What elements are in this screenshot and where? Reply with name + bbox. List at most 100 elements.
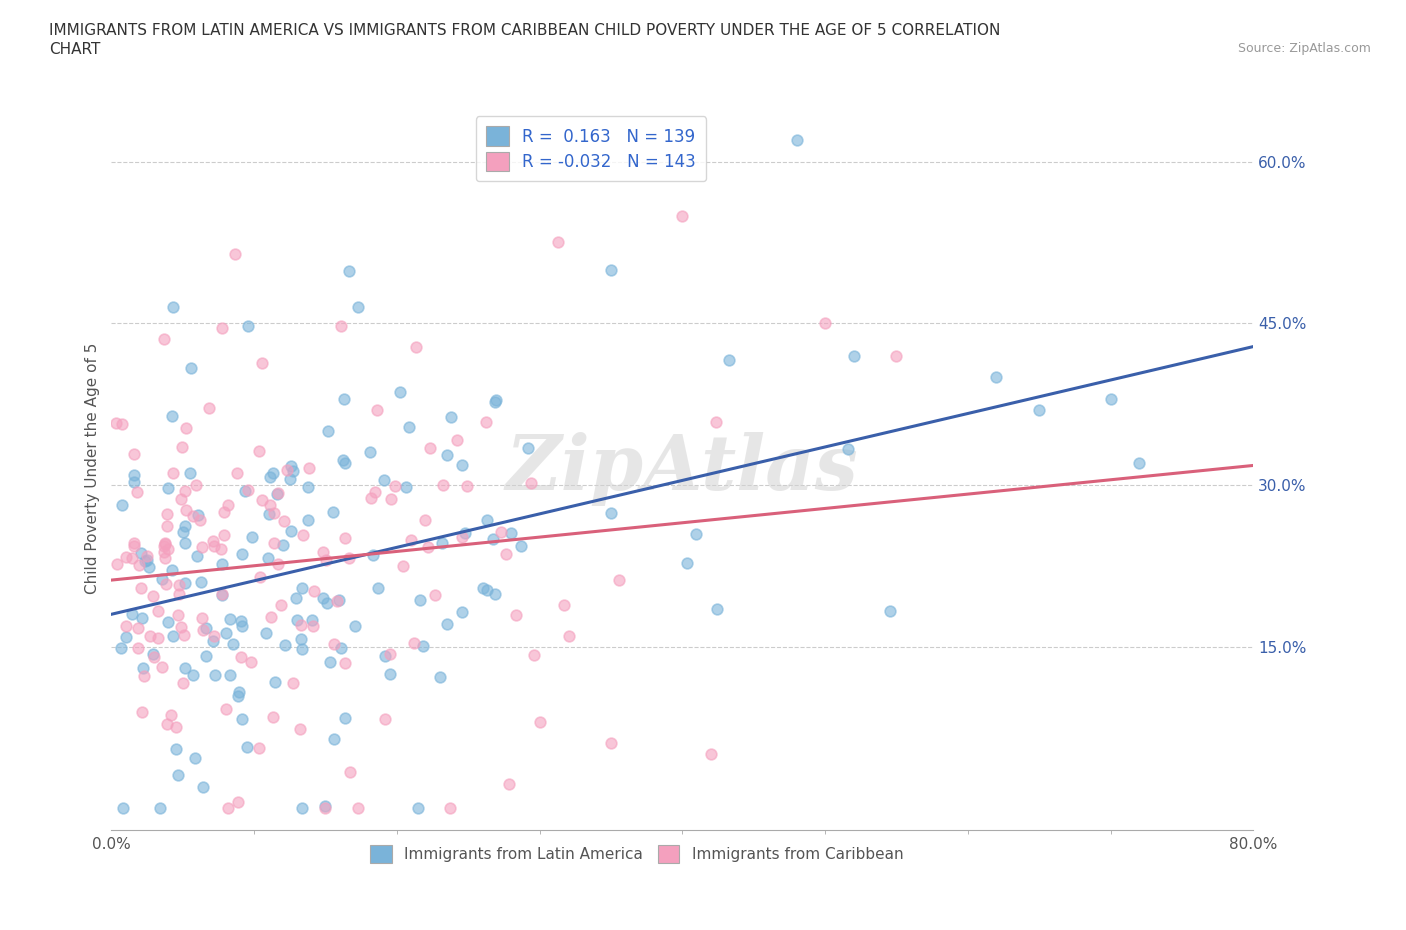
- Point: [122, 536, 145, 551]
- Point: [114, 550, 136, 565]
- Point: [202, 534, 225, 549]
- Point: [450, 604, 472, 619]
- Point: [450, 529, 472, 544]
- Point: [425, 587, 447, 602]
- Point: [519, 475, 541, 490]
- Point: [405, 339, 427, 354]
- Point: [398, 419, 420, 434]
- Point: [219, 668, 242, 683]
- Point: [529, 714, 551, 729]
- Point: [156, 519, 179, 534]
- Point: [257, 506, 280, 521]
- Point: [671, 208, 693, 223]
- Point: [419, 441, 441, 456]
- Point: [329, 641, 352, 656]
- Point: [879, 604, 901, 618]
- Point: [391, 558, 413, 573]
- Point: [837, 441, 859, 456]
- Point: [211, 557, 233, 572]
- Point: [157, 541, 180, 556]
- Point: [337, 551, 360, 565]
- Point: [128, 557, 150, 572]
- Point: [191, 610, 214, 625]
- Point: [105, 416, 128, 431]
- Point: [226, 688, 249, 703]
- Point: [335, 456, 357, 471]
- Point: [224, 247, 246, 262]
- Point: [607, 573, 630, 588]
- Point: [290, 618, 312, 632]
- Point: [262, 466, 284, 481]
- Point: [291, 801, 314, 816]
- Point: [226, 795, 249, 810]
- Point: [127, 641, 149, 656]
- Point: [186, 549, 208, 564]
- Point: [471, 580, 494, 595]
- Point: [457, 479, 479, 494]
- Text: ZipAtlas: ZipAtlas: [506, 432, 859, 506]
- Point: [339, 764, 361, 779]
- Point: [131, 610, 153, 625]
- Point: [399, 533, 422, 548]
- Point: [359, 445, 381, 459]
- Point: [273, 513, 295, 528]
- Point: [162, 299, 184, 314]
- Point: [412, 638, 434, 653]
- Point: [700, 747, 723, 762]
- Point: [153, 332, 176, 347]
- Point: [122, 467, 145, 482]
- Point: [160, 408, 183, 423]
- Point: [236, 739, 259, 754]
- Point: [174, 502, 197, 517]
- Point: [329, 319, 352, 334]
- Point: [706, 602, 728, 617]
- Point: [134, 669, 156, 684]
- Point: [238, 483, 260, 498]
- Point: [333, 711, 356, 725]
- Point: [886, 348, 908, 363]
- Point: [204, 668, 226, 683]
- Point: [316, 423, 339, 438]
- Point: [451, 458, 474, 472]
- Point: [172, 675, 194, 690]
- Point: [1028, 402, 1050, 417]
- Point: [181, 668, 204, 683]
- Point: [142, 589, 165, 604]
- Point: [436, 617, 458, 631]
- Point: [675, 555, 697, 570]
- Point: [314, 799, 336, 814]
- Point: [231, 613, 253, 628]
- Point: [136, 548, 159, 563]
- Point: [484, 587, 506, 602]
- Point: [239, 655, 262, 670]
- Point: [173, 518, 195, 533]
- Point: [298, 460, 321, 475]
- Point: [156, 615, 179, 630]
- Point: [184, 478, 207, 493]
- Point: [217, 801, 239, 816]
- Point: [162, 629, 184, 644]
- Point: [301, 612, 323, 627]
- Point: [166, 607, 188, 622]
- Point: [249, 570, 271, 585]
- Point: [181, 509, 204, 524]
- Point: [290, 631, 312, 646]
- Point: [202, 629, 225, 644]
- Point: [260, 609, 283, 624]
- Point: [485, 393, 508, 408]
- Point: [367, 581, 389, 596]
- Legend: Immigrants from Latin America, Immigrants from Caribbean: Immigrants from Latin America, Immigrant…: [364, 839, 910, 869]
- Point: [374, 711, 396, 726]
- Point: [516, 441, 538, 456]
- Point: [122, 538, 145, 553]
- Point: [290, 642, 312, 657]
- Point: [413, 513, 436, 528]
- Point: [600, 736, 623, 751]
- Point: [328, 592, 350, 607]
- Point: [366, 403, 388, 418]
- Point: [146, 631, 169, 645]
- Point: [263, 536, 285, 551]
- Point: [201, 633, 224, 648]
- Point: [219, 612, 242, 627]
- Point: [501, 526, 523, 541]
